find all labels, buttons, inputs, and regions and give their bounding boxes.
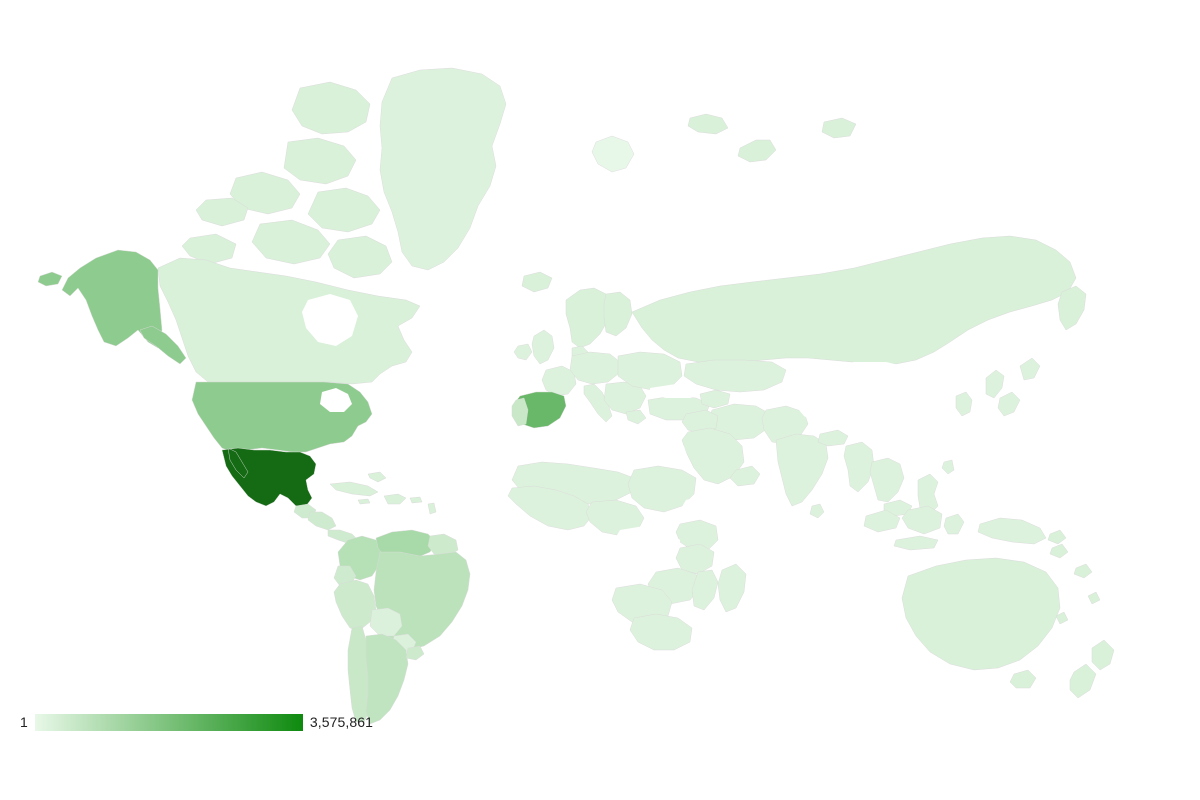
region-java[interactable] <box>893 535 939 551</box>
region-finland[interactable] <box>603 291 633 337</box>
region-caucasus[interactable] <box>699 389 731 409</box>
region-ukraine-belarus[interactable] <box>617 351 683 391</box>
region-lesser-antilles[interactable] <box>427 502 437 515</box>
region-canada[interactable] <box>157 257 421 385</box>
region-west-africa-coast[interactable] <box>507 485 593 531</box>
region-hudson-bay <box>302 294 358 346</box>
region-germany-poland[interactable] <box>569 351 621 385</box>
region-jamaica[interactable] <box>357 498 371 505</box>
region-borneo[interactable] <box>901 505 943 535</box>
region-yemen-oman[interactable] <box>729 465 761 487</box>
legend-max-label: 3,575,861 <box>309 714 374 730</box>
region-ethiopia[interactable] <box>680 494 732 528</box>
region-bangladesh-myanmar[interactable] <box>843 441 875 493</box>
region-thailand-indochina[interactable] <box>869 457 905 503</box>
region-hispaniola[interactable] <box>383 493 407 505</box>
region-black-sea <box>650 384 706 398</box>
region-korea[interactable] <box>955 391 973 417</box>
region-norway-sweden[interactable] <box>565 287 613 349</box>
region-canada-arctic-7[interactable] <box>327 235 393 279</box>
region-sri-lanka[interactable] <box>809 503 825 519</box>
region-mexico[interactable] <box>221 447 317 507</box>
region-japan[interactable] <box>985 357 1041 417</box>
region-kamchatka[interactable] <box>1057 285 1087 331</box>
region-greece[interactable] <box>625 409 647 425</box>
region-france[interactable] <box>541 365 577 397</box>
region-india[interactable] <box>775 433 829 507</box>
region-canada-arctic-6[interactable] <box>251 219 331 265</box>
region-canada-arctic-3[interactable] <box>229 171 301 215</box>
region-nepal-bhutan[interactable] <box>817 429 849 447</box>
region-alaska-panhandle[interactable] <box>139 325 187 365</box>
region-somalia[interactable] <box>722 496 758 528</box>
region-australia[interactable] <box>901 557 1061 671</box>
region-angola[interactable] <box>606 558 660 594</box>
region-tasmania[interactable] <box>1009 669 1037 689</box>
region-peru[interactable] <box>333 579 377 631</box>
region-bahamas[interactable] <box>367 471 387 483</box>
region-alaska[interactable] <box>61 249 163 349</box>
region-aleutian-islands[interactable] <box>37 271 63 287</box>
region-italy[interactable] <box>583 383 613 423</box>
region-canada-arctic-2[interactable] <box>283 137 357 185</box>
region-argentina[interactable] <box>365 633 409 725</box>
color-gradient-bar <box>34 713 303 731</box>
region-pacific-islands[interactable] <box>1049 543 1101 625</box>
region-chad-sudan[interactable] <box>627 465 697 513</box>
region-great-lakes <box>320 388 352 412</box>
region-franz-josef[interactable] <box>687 113 729 135</box>
region-kazakhstan[interactable] <box>683 359 787 393</box>
region-novaya-zemlya[interactable] <box>737 139 777 163</box>
region-honduras-nicaragua[interactable] <box>307 511 337 531</box>
region-svalbard[interactable] <box>591 135 635 173</box>
region-tanzania[interactable] <box>675 543 715 575</box>
region-madagascar[interactable] <box>717 563 747 613</box>
region-sumatra[interactable] <box>863 509 901 533</box>
region-greenland[interactable] <box>379 67 507 271</box>
region-taiwan[interactable] <box>941 459 955 475</box>
region-sulawesi[interactable] <box>943 513 965 535</box>
region-egypt[interactable] <box>642 442 688 474</box>
country-layer[interactable] <box>37 67 1115 725</box>
region-uruguay[interactable] <box>405 645 425 661</box>
region-canada-arctic-5[interactable] <box>195 197 249 227</box>
region-new-zealand[interactable] <box>1069 639 1115 699</box>
region-china[interactable] <box>788 372 956 452</box>
region-canada-arctic-1[interactable] <box>291 81 371 135</box>
region-iceland[interactable] <box>521 271 553 293</box>
legend-min-label: 1 <box>20 714 28 730</box>
region-philippines[interactable] <box>917 473 939 515</box>
region-canada-arctic-4[interactable] <box>307 187 381 233</box>
region-mozambique[interactable] <box>691 569 719 611</box>
region-portugal[interactable] <box>511 397 529 427</box>
region-solomon-islands[interactable] <box>1047 529 1067 545</box>
region-puerto-rico[interactable] <box>409 496 423 504</box>
region-south-africa[interactable] <box>629 613 693 651</box>
region-canada-arctic-8[interactable] <box>181 233 237 265</box>
region-severnaya-zemlya[interactable] <box>821 117 857 139</box>
region-uk-ireland[interactable] <box>513 329 555 365</box>
color-legend: 1 3,575,861 <box>20 708 373 736</box>
region-cuba[interactable] <box>329 481 379 497</box>
region-bolivia[interactable] <box>369 607 403 637</box>
region-new-guinea[interactable] <box>977 517 1047 545</box>
